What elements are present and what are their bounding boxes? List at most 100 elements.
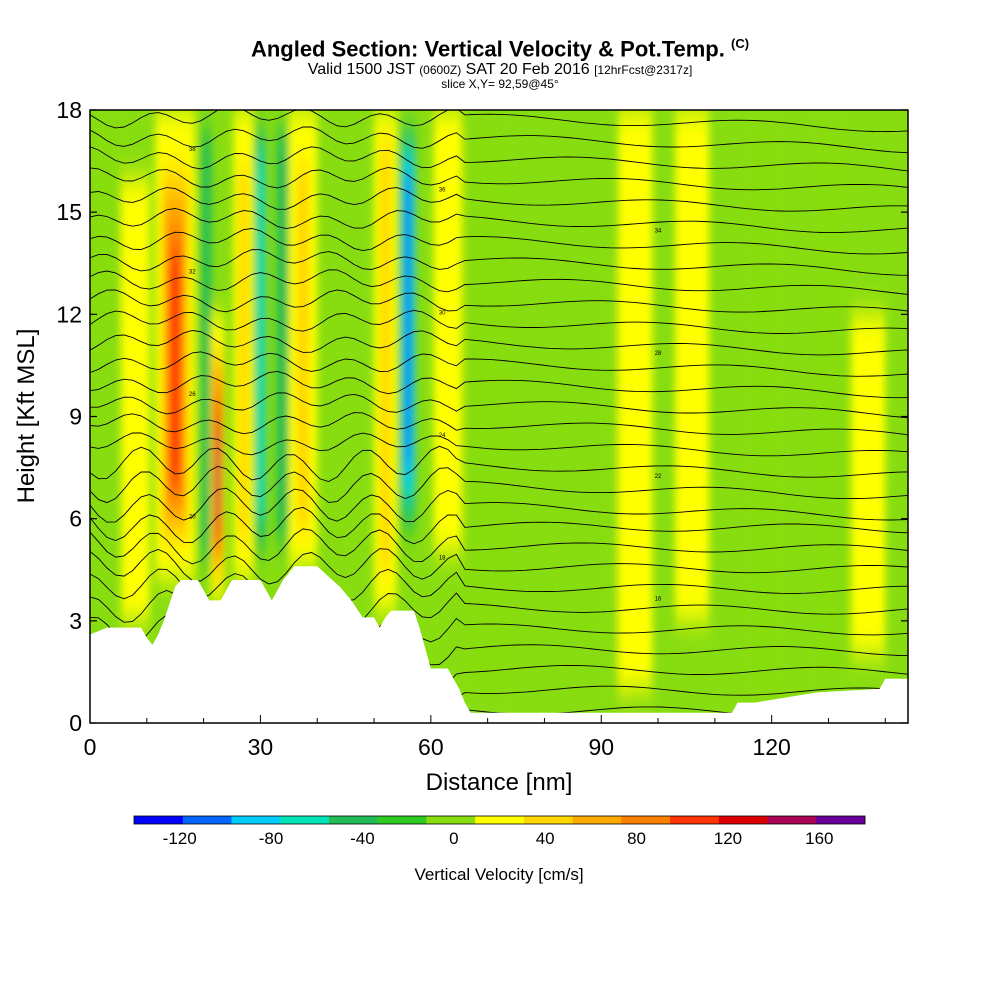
theta-contour-line bbox=[90, 289, 908, 313]
title-main: Angled Section: Vertical Velocity & Pot.… bbox=[250, 36, 725, 62]
valid-date: SAT 20 Feb 2016 bbox=[465, 61, 590, 78]
x-tick-label: 60 bbox=[418, 734, 444, 760]
theta-contour-line bbox=[90, 208, 908, 234]
colorbar-swatch bbox=[523, 816, 573, 824]
theta-contour-line bbox=[90, 146, 908, 172]
colorbar-swatch bbox=[475, 816, 525, 824]
velocity-field bbox=[92, 110, 886, 713]
colorbar-swatch bbox=[670, 816, 720, 824]
colorbar-swatch bbox=[718, 816, 768, 824]
theta-contour-line bbox=[90, 228, 908, 255]
colorbar-swatch bbox=[816, 816, 866, 824]
x-tick-label: 30 bbox=[248, 734, 274, 760]
colorbar-tick-label: 120 bbox=[714, 829, 742, 848]
theta-contour-line bbox=[90, 528, 908, 565]
theta-contour-label: 18 bbox=[439, 556, 446, 562]
colorbar-swatch bbox=[621, 816, 671, 824]
theta-contour-line bbox=[90, 351, 908, 377]
colorbar-swatch bbox=[328, 816, 378, 824]
y-tick-label: 6 bbox=[69, 506, 82, 532]
theta-contour-line bbox=[90, 465, 908, 504]
theta-contour-line bbox=[90, 548, 908, 585]
theta-contour-line bbox=[90, 167, 908, 191]
valid-time: Valid 1500 JST bbox=[307, 61, 415, 78]
theta-contour-label: 28 bbox=[655, 351, 662, 357]
terrain bbox=[90, 566, 908, 723]
velocity-column-16-band-1 bbox=[624, 127, 646, 666]
colorbar: -120 -80 -40 0 40 80 120 160 bbox=[133, 815, 866, 848]
velocity-column-9-band-5 bbox=[170, 250, 181, 486]
velocity-column-7-band-0 bbox=[748, 110, 784, 713]
theta-contour-line bbox=[90, 412, 908, 436]
terrain-mask bbox=[90, 566, 908, 723]
colorbar-swatch bbox=[572, 816, 622, 824]
velocity-column-2-band-2 bbox=[278, 137, 289, 530]
y-tick-label: 12 bbox=[56, 301, 82, 327]
theta-contour-label: 22 bbox=[655, 474, 662, 480]
colorbar-swatch bbox=[767, 816, 817, 824]
x-tick-label: 120 bbox=[752, 734, 790, 760]
colorbar-tick-label: -80 bbox=[259, 829, 284, 848]
velocity-column-12-band-2 bbox=[296, 164, 310, 530]
colorbar-tick-label: 40 bbox=[536, 829, 555, 848]
theta-contour-line bbox=[90, 309, 908, 334]
velocity-column-3-band-5 bbox=[405, 176, 411, 465]
colorbar-swatch bbox=[426, 816, 476, 824]
theta-contour-label: 24 bbox=[439, 433, 446, 439]
y-axis-label: Height [Kft MSL] bbox=[13, 329, 40, 504]
theta-contour-line bbox=[90, 187, 908, 212]
y-tick-label: 0 bbox=[69, 710, 82, 736]
velocity-column-13-band-2 bbox=[380, 140, 391, 571]
y-tick-label: 3 bbox=[69, 608, 82, 634]
colorbar-tick-label: 160 bbox=[805, 829, 833, 848]
valid-z: (0600Z) bbox=[419, 63, 462, 77]
theta-contour-line bbox=[90, 568, 908, 606]
slice-info: slice X,Y= 92,59@45° bbox=[441, 77, 559, 91]
colorbar-swatch bbox=[377, 816, 427, 824]
colorbar-label: Vertical Velocity [cm/s] bbox=[414, 865, 583, 884]
colorbar-swatch bbox=[280, 816, 330, 824]
velocity-column-11-band-2 bbox=[238, 166, 248, 543]
x-axis-label: Distance [nm] bbox=[426, 769, 573, 796]
x-tick-label: 0 bbox=[84, 734, 97, 760]
velocity-column-1-band-3 bbox=[257, 151, 264, 518]
plot-area: 1214161820222426283032343638 bbox=[90, 110, 908, 723]
velocity-column-18-band-1 bbox=[857, 324, 879, 642]
theta-contour-label: 20 bbox=[189, 515, 196, 521]
velocity-column-15-band-1 bbox=[126, 204, 145, 604]
colorbar-tick-label: 0 bbox=[449, 829, 458, 848]
colorbar-tick-label: 80 bbox=[627, 829, 646, 848]
theta-contour-label: 30 bbox=[439, 310, 446, 316]
chart-title: Angled Section: Vertical Velocity & Pot.… bbox=[0, 36, 1000, 62]
theta-contour-line bbox=[90, 249, 908, 276]
forecast-info: [12hrFcst@2317z] bbox=[594, 63, 693, 77]
theta-contour-line bbox=[90, 506, 908, 545]
theta-contour-label: 36 bbox=[439, 188, 446, 194]
theta-contour-label: 26 bbox=[189, 392, 196, 398]
y-tick-label: 18 bbox=[56, 97, 82, 123]
velocity-column-10-band-7 bbox=[216, 434, 220, 521]
x-tick-label: 90 bbox=[588, 734, 614, 760]
theta-contour-line bbox=[90, 370, 908, 399]
colorbar-swatch bbox=[231, 816, 281, 824]
colorbar-swatch bbox=[182, 816, 232, 824]
theta-contour-line bbox=[90, 110, 908, 133]
chart-subtitle: Valid 1500 JST (0600Z) SAT 20 Feb 2016 [… bbox=[0, 61, 1000, 79]
velocity-column-8-band-0 bbox=[811, 110, 846, 693]
colorbar-frame bbox=[133, 815, 866, 825]
title-units: (C) bbox=[731, 36, 750, 51]
y-tick-label: 15 bbox=[56, 199, 82, 225]
theta-contour-label: 32 bbox=[189, 269, 196, 275]
theta-contour-label: 38 bbox=[189, 147, 196, 153]
velocity-column-14-band-1 bbox=[439, 123, 457, 536]
velocity-column-5-band-0 bbox=[467, 110, 508, 713]
colorbar-tick-label: -120 bbox=[163, 829, 197, 848]
theta-contour-line bbox=[90, 487, 908, 523]
theta-contour-line bbox=[90, 432, 908, 457]
theta-contour-line bbox=[90, 330, 908, 356]
theta-contour-line bbox=[90, 269, 908, 295]
theta-contour-line bbox=[90, 445, 908, 482]
velocity-column-0-band-2 bbox=[202, 138, 211, 549]
